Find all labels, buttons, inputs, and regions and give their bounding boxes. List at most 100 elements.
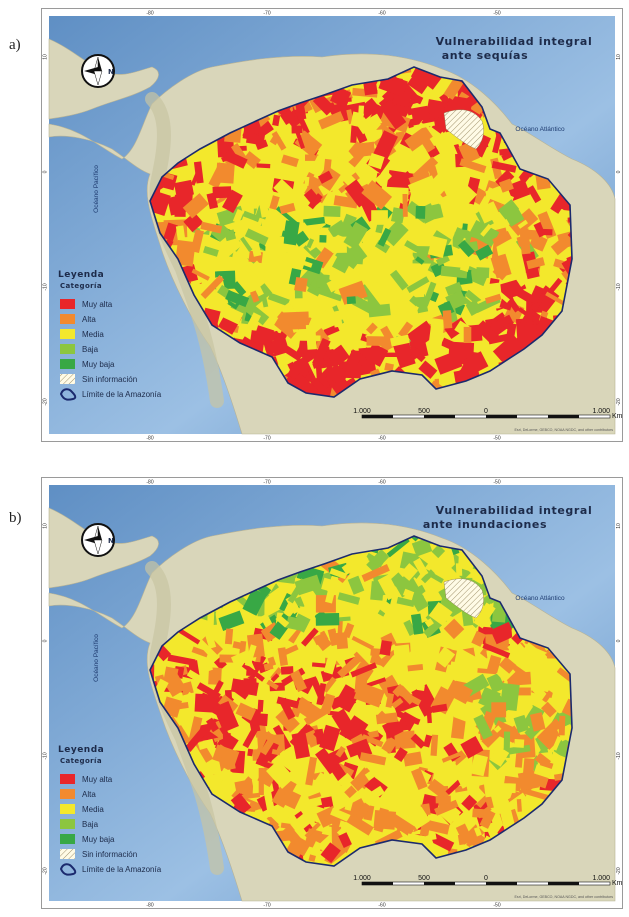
legend-item-label: Muy baja [82, 360, 115, 369]
legend-item-label: Alta [82, 790, 96, 799]
latitude-tick-right: 0 [616, 170, 622, 173]
amazon-boundary [149, 535, 573, 867]
no-data-area [443, 109, 484, 150]
longitude-tick-bottom: -60 [378, 436, 385, 442]
legend: Leyenda Categoría Muy alta Alta Media Baja Muy… [58, 270, 162, 401]
legend-swatch [60, 819, 75, 829]
legend: Leyenda Categoría Muy alta Alta Media Baja Muy… [58, 745, 162, 876]
scale-label: 1.000 [592, 875, 610, 882]
atlantic-ocean-label: Océano Atlántico [515, 595, 565, 602]
scale-label: 1.000 [353, 408, 371, 415]
legend-item-label: Límite de la Amazonía [82, 390, 162, 399]
legend-swatch [60, 344, 75, 354]
panel-a-letter: a) [9, 37, 21, 53]
legend-item-label: Muy alta [82, 300, 113, 309]
scale-label: 500 [418, 875, 430, 882]
map-title-line2: ante sequías [442, 49, 528, 62]
legend-item-label: Media [82, 805, 104, 814]
legend-item-label: Media [82, 330, 104, 339]
flood-vulnerability-map: -80 -80 -70 -70 -60 -60 -50 -50 10 10 0 0 -10 -10 -20 -… [43, 480, 623, 909]
longitude-tick-top: -70 [263, 11, 270, 17]
longitude-tick-bottom: -70 [263, 436, 270, 442]
longitude-tick-bottom: -80 [146, 903, 153, 909]
scale-label: 1.000 [353, 875, 371, 882]
scale-unit: Km [612, 413, 622, 420]
legend-swatch-no-data [60, 374, 75, 384]
amazon-boundary [149, 66, 573, 398]
latitude-tick-left: -20 [43, 398, 49, 405]
map-panel-flood: -80 -80 -70 -70 -60 -60 -50 -50 10 10 0 0 -10 -10 -20 -… [41, 477, 623, 909]
legend-swatch [60, 804, 75, 814]
atlantic-ocean-label: Océano Atlántico [515, 126, 565, 133]
longitude-tick-bottom: -60 [378, 903, 385, 909]
legend-swatch [60, 359, 75, 369]
longitude-tick-top: -50 [493, 480, 500, 486]
north-label: N [108, 537, 114, 545]
legend-swatch-boundary [59, 863, 77, 876]
pacific-ocean-label: Océano Pacífico [93, 634, 100, 682]
legend-subtitle: Categoría [60, 757, 102, 765]
legend-item-label: Baja [82, 820, 99, 829]
latitude-tick-left: 10 [43, 54, 49, 60]
no-data-area [443, 578, 484, 619]
latitude-tick-right: -20 [616, 398, 622, 405]
map-panel-drought: -80 -80 -70 -70 -60 -60 -50 -50 10 10 0 0 -10 -10 -20 -… [41, 8, 623, 442]
drought-vulnerability-map: -80 -80 -70 -70 -60 -60 -50 -50 10 10 0 0 -10 -10 -20 -… [43, 11, 623, 442]
panel-b-letter: b) [9, 510, 22, 526]
latitude-tick-left: -10 [43, 283, 49, 290]
legend-item-label: Baja [82, 345, 99, 354]
map-credits: Esri, DeLorme, GEBCO, NOAA NGDC, and oth… [515, 428, 614, 432]
legend-swatch [60, 314, 75, 324]
map-title-line1: Vulnerabilidad integral [436, 504, 593, 517]
latitude-tick-left: -10 [43, 752, 49, 759]
latitude-tick-right: 10 [616, 523, 622, 529]
legend-swatch [60, 299, 75, 309]
latitude-tick-right: -20 [616, 867, 622, 874]
latitude-tick-right: 10 [616, 54, 622, 60]
longitude-tick-top: -80 [146, 480, 153, 486]
scale-label: 500 [418, 408, 430, 415]
legend-subtitle: Categoría [60, 282, 102, 290]
longitude-tick-top: -50 [493, 11, 500, 17]
longitude-tick-top: -60 [378, 11, 385, 17]
pacific-ocean-label: Océano Pacífico [93, 165, 100, 213]
longitude-tick-top: -60 [378, 480, 385, 486]
latitude-tick-left: 0 [43, 170, 49, 173]
longitude-tick-bottom: -50 [493, 903, 500, 909]
longitude-tick-top: -70 [263, 480, 270, 486]
map-title-line1: Vulnerabilidad integral [436, 35, 593, 48]
map-title-line2: ante inundaciones [423, 518, 547, 531]
legend-swatch [60, 329, 75, 339]
legend-title: Leyenda [58, 270, 104, 280]
legend-swatch-no-data [60, 849, 75, 859]
map-area [48, 16, 616, 435]
legend-item-label: Sin información [82, 375, 137, 384]
scale-label: 1.000 [592, 408, 610, 415]
longitude-tick-bottom: -80 [146, 436, 153, 442]
latitude-tick-right: 0 [616, 639, 622, 642]
longitude-tick-top: -80 [146, 11, 153, 17]
latitude-tick-left: -20 [43, 867, 49, 874]
map-area [48, 485, 616, 902]
legend-item-label: Límite de la Amazonía [82, 865, 162, 874]
legend-swatch [60, 789, 75, 799]
longitude-tick-bottom: -50 [493, 436, 500, 442]
north-arrow-icon: N [81, 523, 115, 557]
latitude-tick-right: -10 [616, 752, 622, 759]
legend-item-label: Alta [82, 315, 96, 324]
legend-item-label: Muy alta [82, 775, 113, 784]
north-label: N [108, 68, 114, 76]
scale-label: 0 [484, 408, 488, 415]
legend-title: Leyenda [58, 745, 104, 755]
latitude-tick-left: 0 [43, 639, 49, 642]
north-arrow-icon: N [81, 54, 115, 88]
legend-item-label: Sin información [82, 850, 137, 859]
scale-label: 0 [484, 875, 488, 882]
legend-item-label: Muy baja [82, 835, 115, 844]
legend-swatch-boundary [59, 388, 77, 401]
legend-swatch [60, 774, 75, 784]
latitude-tick-right: -10 [616, 283, 622, 290]
map-credits: Esri, DeLorme, GEBCO, NOAA NGDC, and oth… [515, 895, 614, 899]
